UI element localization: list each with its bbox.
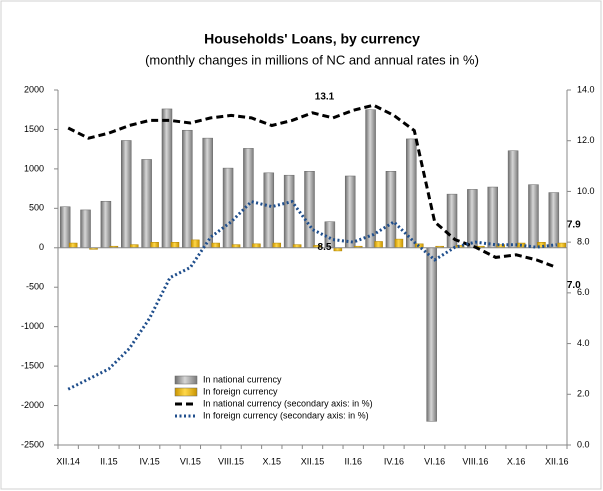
y-tick-label: 500 xyxy=(29,203,44,213)
bar xyxy=(406,138,417,249)
bar xyxy=(394,238,404,249)
bar xyxy=(202,137,213,249)
y-tick-label: -2500 xyxy=(21,439,44,449)
bar xyxy=(211,242,220,249)
bar xyxy=(365,109,376,249)
y-tick-label: -1000 xyxy=(21,321,44,331)
y2-tick-label: 6.0 xyxy=(577,287,590,297)
legend-label: In foreign currency xyxy=(203,386,278,396)
legend-swatch xyxy=(174,387,198,397)
x-tick-label: X.16 xyxy=(507,456,526,466)
bar xyxy=(374,241,383,249)
bar xyxy=(161,108,173,249)
legend-swatch xyxy=(174,375,198,385)
y2-tick-label: 2.0 xyxy=(577,389,590,399)
bar xyxy=(548,192,560,249)
y-tick-label: -2000 xyxy=(21,400,44,410)
y2-tick-label: 8.0 xyxy=(577,237,590,247)
x-tick-label: II.16 xyxy=(344,456,362,466)
x-tick-label: XII.15 xyxy=(301,456,325,466)
bar xyxy=(467,189,478,249)
bar xyxy=(59,206,71,249)
y-tick-label: 2000 xyxy=(24,84,44,94)
bar xyxy=(272,242,282,249)
y-tick-label: 1000 xyxy=(24,163,44,173)
y-tick-label: -500 xyxy=(26,282,44,292)
x-tick-label: VI.15 xyxy=(180,456,201,466)
legend-label: In foreign currency (secondary axis: in … xyxy=(203,410,369,420)
y2-tick-label: 10.0 xyxy=(577,186,595,196)
y2-tick-label: 0.0 xyxy=(577,439,590,449)
bar xyxy=(100,200,112,249)
bar xyxy=(182,129,193,249)
bar xyxy=(507,150,519,249)
bar xyxy=(557,242,567,249)
bar xyxy=(304,171,315,249)
bar xyxy=(528,184,539,249)
x-tick-label: IV.16 xyxy=(384,456,404,466)
x-tick-label: IV.15 xyxy=(140,456,160,466)
y-tick-label: 0 xyxy=(39,242,44,252)
data-label: 7.0 xyxy=(567,280,581,291)
data-label: 13.1 xyxy=(315,91,335,102)
bar xyxy=(141,159,152,249)
x-tick-label: VIII.15 xyxy=(218,456,244,466)
bar xyxy=(80,209,91,249)
x-tick-label: VIII.16 xyxy=(462,456,488,466)
legend-label: In national currency xyxy=(203,374,282,384)
bar xyxy=(243,148,254,249)
bar xyxy=(191,239,200,249)
bar xyxy=(263,172,275,249)
bar xyxy=(68,242,78,249)
chart-subtitle: (monthly changes in millions of NC and a… xyxy=(145,52,479,67)
x-tick-label: II.15 xyxy=(100,456,118,466)
bar xyxy=(150,242,159,249)
bar xyxy=(487,186,498,249)
y2-tick-label: 14.0 xyxy=(577,84,595,94)
line xyxy=(67,103,558,269)
y2-tick-label: 4.0 xyxy=(577,338,590,348)
bar xyxy=(252,243,261,249)
bar xyxy=(121,140,132,249)
chart-title: Households' Loans, by currency xyxy=(204,31,420,47)
y-tick-label: -1500 xyxy=(21,360,44,370)
data-label: 8.5 xyxy=(318,242,332,253)
legend-label: In national currency (secondary axis: in… xyxy=(203,398,373,408)
line xyxy=(67,199,557,391)
x-tick-label: XII.14 xyxy=(56,456,80,466)
y-tick-label: 1500 xyxy=(24,124,44,134)
bar xyxy=(426,247,437,422)
y2-tick-label: 12.0 xyxy=(577,135,595,145)
data-label: 7.9 xyxy=(567,219,581,230)
bar xyxy=(170,242,180,249)
x-tick-label: VI.16 xyxy=(424,456,445,466)
x-tick-label: X.15 xyxy=(263,456,282,466)
bar xyxy=(222,167,234,249)
x-tick-label: XII.16 xyxy=(545,456,569,466)
bar xyxy=(283,174,295,249)
bar xyxy=(385,171,397,249)
bar xyxy=(344,175,356,249)
